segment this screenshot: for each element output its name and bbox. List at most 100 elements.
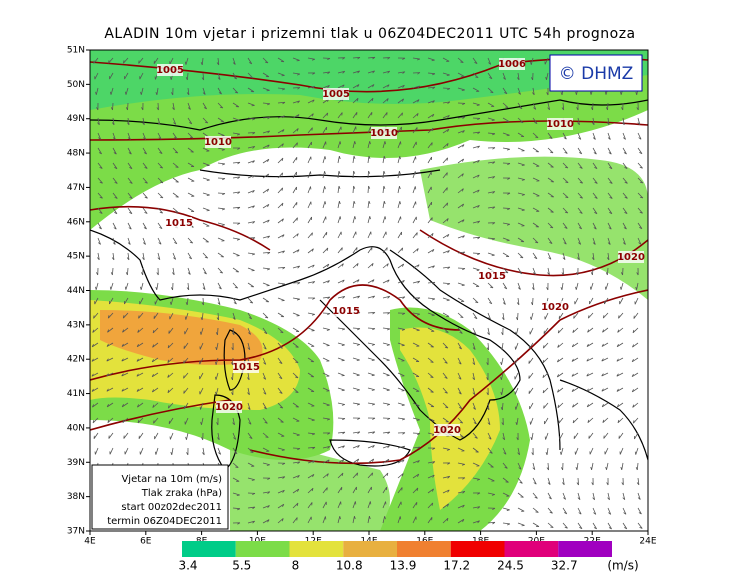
wind-arrow: [232, 132, 241, 136]
wind-arrow: [185, 432, 189, 440]
wind-arrow: [217, 162, 226, 166]
wind-arrow: [397, 417, 406, 421]
wind-arrow: [106, 342, 114, 347]
wind-arrow: [457, 312, 464, 319]
wind-arrow: [457, 402, 463, 410]
wind-arrow: [577, 522, 583, 530]
wind-arrow: [97, 177, 103, 184]
wind-arrow: [170, 282, 174, 291]
wind-arrow: [622, 222, 627, 230]
wind-arrow: [337, 185, 341, 194]
wind-arrow: [591, 477, 594, 486]
wind-arrow: [532, 237, 539, 244]
wind-arrow: [262, 387, 267, 395]
wind-arrow: [502, 522, 511, 526]
wind-arrow: [169, 432, 174, 440]
wind-arrow: [142, 177, 148, 184]
wind-arrow: [157, 222, 163, 230]
wind-arrow: [412, 280, 421, 284]
wind-arrow: [247, 102, 255, 107]
wind-arrow: [184, 417, 189, 425]
wind-arrow: [442, 387, 448, 394]
wind-arrow: [172, 132, 178, 140]
wind-arrow: [184, 57, 189, 65]
wind-arrow: [307, 85, 316, 89]
wind-arrow: [367, 516, 371, 524]
wind-arrow: [472, 282, 480, 287]
wind-arrow: [277, 187, 284, 194]
wind-arrow: [352, 372, 360, 377]
wind-arrow: [307, 232, 313, 239]
wind-arrow: [472, 417, 477, 425]
wind-arrow: [352, 185, 356, 194]
wind-arrow: [543, 402, 549, 409]
wind-arrow: [605, 267, 609, 276]
isobar-label: 1005: [322, 89, 350, 100]
isobar-label-bg: [205, 136, 231, 148]
wind-arrow: [307, 141, 312, 149]
wind-arrow: [247, 432, 253, 439]
wind-arrow: [397, 312, 406, 315]
wind-arrow: [154, 447, 159, 455]
wind-arrow: [337, 112, 343, 119]
wind-arrow: [122, 57, 129, 64]
wind-arrow: [472, 387, 476, 396]
wind-arrow: [502, 72, 506, 80]
wind-arrow: [138, 432, 144, 439]
wind-arrow: [262, 173, 270, 179]
wind-arrow: [472, 462, 480, 467]
wind-arrow: [127, 132, 131, 140]
wind-arrow: [157, 162, 164, 169]
wind-arrow: [515, 312, 519, 321]
wind-arrow: [155, 282, 159, 291]
wind-arrow: [442, 312, 450, 317]
wind-arrow: [337, 516, 341, 524]
wind-arrow: [397, 112, 403, 119]
wind-arrow: [382, 387, 390, 392]
wind-arrow: [457, 447, 465, 452]
wind-arrow: [183, 372, 189, 379]
wind-arrow: [112, 222, 117, 230]
wind-arrow: [559, 432, 564, 440]
wind-arrow: [457, 188, 464, 194]
wind-arrow: [230, 372, 234, 381]
wind-arrow: [500, 402, 504, 411]
wind-arrow: [277, 297, 285, 302]
wind-arrow: [616, 387, 624, 392]
wind-arrow: [322, 473, 329, 479]
wind-arrow: [542, 372, 549, 379]
wind-arrow: [122, 312, 129, 319]
wind-arrow: [137, 417, 144, 424]
wind-arrow: [412, 501, 418, 509]
wind-arrow: [183, 342, 189, 349]
wind-arrow: [277, 476, 286, 479]
wind-arrow: [186, 447, 189, 456]
wind-arrow: [382, 295, 391, 299]
wind-arrow: [142, 237, 146, 245]
wind-arrow: [152, 327, 159, 334]
wind-arrow: [382, 185, 386, 194]
wind-arrow: [577, 132, 582, 140]
wind-arrow: [557, 402, 564, 409]
wind-arrow: [442, 101, 451, 105]
colorbar-label: 17.2: [443, 559, 470, 573]
wind-arrow: [562, 177, 569, 184]
wind-arrow: [106, 372, 114, 377]
wind-arrow: [427, 186, 432, 194]
wind-arrow: [292, 312, 300, 317]
wind-arrow: [307, 72, 316, 75]
wind-arrow: [307, 502, 313, 509]
wind-arrow: [636, 477, 640, 486]
wind-arrow: [307, 113, 314, 119]
wind-arrow: [382, 247, 388, 254]
lat-label: 46N: [67, 217, 85, 227]
wind-arrow: [367, 279, 375, 284]
wind-arrow: [472, 204, 480, 209]
wind-arrow: [141, 102, 144, 111]
wind-arrow: [487, 57, 492, 65]
wind-arrow: [231, 357, 234, 366]
wind-arrow: [427, 265, 435, 269]
wind-arrow: [571, 357, 579, 362]
wind-arrow: [517, 147, 525, 152]
colorbar-swatch: [450, 541, 505, 557]
